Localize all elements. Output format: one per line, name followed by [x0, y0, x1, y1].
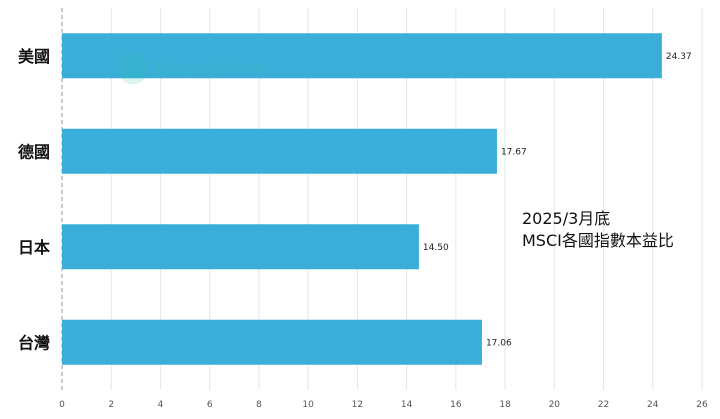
chart-annotation: 2025/3月底 MSCI各國指數本益比 [522, 208, 674, 252]
x-tick-label: 10 [302, 400, 314, 410]
watermark-text: MacroMicro [154, 57, 267, 80]
bar-value-label: 24.37 [666, 52, 692, 62]
annotation-line-1: 2025/3月底 [522, 209, 611, 228]
watermark-logo-icon [118, 54, 148, 84]
bar [62, 33, 662, 79]
x-tick-label: 0 [59, 400, 65, 410]
x-tick-label: 24 [647, 400, 659, 410]
x-tick-label: 16 [450, 400, 462, 410]
category-label: 台灣 [18, 333, 50, 352]
x-tick-label: 12 [352, 400, 363, 410]
bar [62, 128, 497, 174]
x-tick-label: 20 [549, 400, 561, 410]
bar [62, 224, 419, 270]
x-tick-label: 6 [207, 400, 213, 410]
x-tick-label: 26 [696, 400, 708, 410]
x-tick-label: 14 [401, 400, 413, 410]
bar [62, 319, 482, 365]
annotation-line-2: MSCI各國指數本益比 [522, 231, 674, 250]
bar-value-label: 17.67 [501, 147, 527, 157]
watermark: MacroMicro [118, 54, 266, 84]
category-label: 美國 [18, 47, 50, 66]
category-label: 德國 [18, 142, 50, 161]
x-tick-label: 2 [108, 400, 114, 410]
x-tick-label: 22 [598, 400, 609, 410]
bar-value-label: 14.50 [423, 243, 449, 253]
x-axis-ticks: 0 2 4 6 8 10 12 14 16 18 20 22 24 26 [59, 400, 708, 410]
bar-value-label: 17.06 [486, 338, 512, 348]
x-tick-label: 18 [499, 400, 511, 410]
x-tick-label: 4 [158, 400, 164, 410]
bars: 24.37 17.67 14.50 17.06 [62, 33, 692, 365]
x-tick-label: 8 [256, 400, 262, 410]
category-label: 日本 [18, 238, 50, 257]
